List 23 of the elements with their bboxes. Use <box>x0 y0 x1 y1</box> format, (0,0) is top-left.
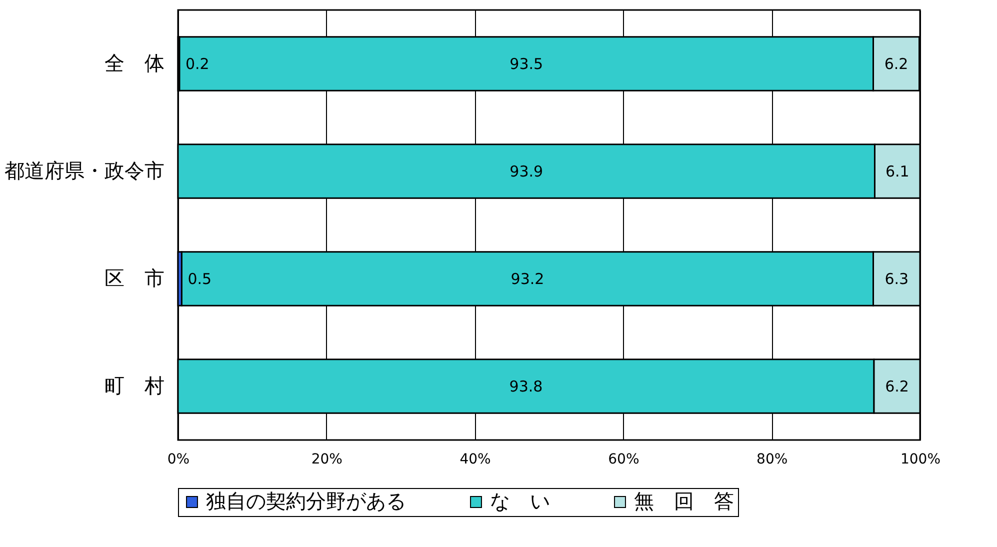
y-tick-label: 都道府県・政令市 <box>4 158 164 182</box>
data-label: 93.9 <box>510 162 544 180</box>
x-tick-label: 40% <box>460 452 491 468</box>
x-tick-label: 0% <box>167 452 190 468</box>
data-label: 0.5 <box>188 270 212 288</box>
x-tick-label: 20% <box>311 452 342 468</box>
data-label: 6.2 <box>885 377 909 396</box>
data-label: 6.3 <box>884 270 909 288</box>
data-label: 93.5 <box>510 54 544 73</box>
x-tick-label: 80% <box>756 452 788 468</box>
legend-label: な い <box>490 489 550 513</box>
data-label: 93.2 <box>510 270 544 288</box>
data-label: 0.2 <box>185 54 210 73</box>
y-tick-label: 町 村 <box>104 373 164 398</box>
legend-label: 無 回 答 <box>634 489 734 513</box>
data-label: 6.2 <box>884 54 908 73</box>
x-tick-label: 60% <box>608 452 640 468</box>
data-label: 6.1 <box>885 162 910 180</box>
y-tick-label: 区 市 <box>104 266 164 290</box>
y-tick-label: 全 体 <box>104 50 164 75</box>
x-tick-label: 100% <box>900 452 941 468</box>
data-label: 93.8 <box>509 377 543 396</box>
legend-label: 独自の契約分野がある <box>206 489 406 513</box>
